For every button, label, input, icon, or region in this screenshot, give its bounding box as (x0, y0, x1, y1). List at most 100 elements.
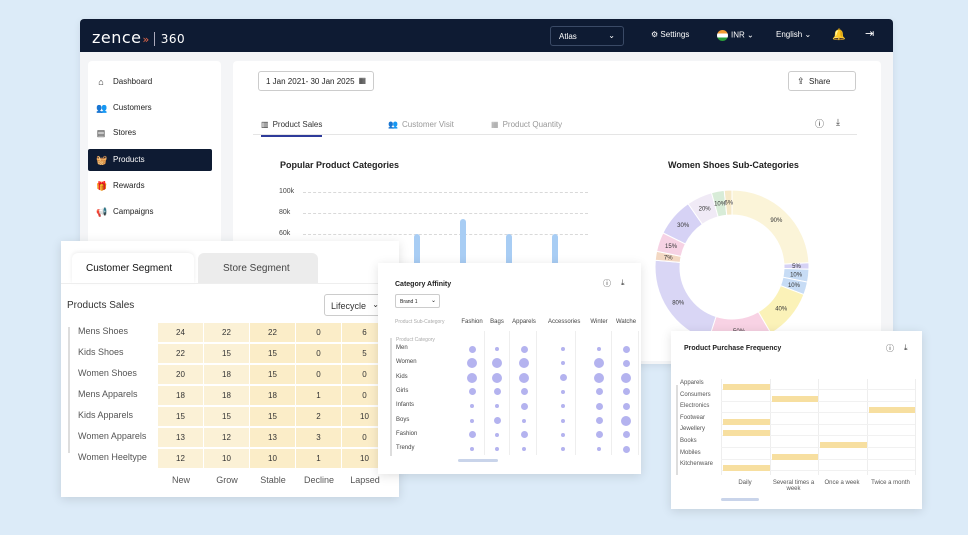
brand-select[interactable]: Brand 1 ⌄ (395, 294, 440, 308)
row-label: Women Apparels (78, 431, 147, 441)
download-icon[interactable]: ⤓ (904, 343, 908, 352)
vertical-scrollbar[interactable] (68, 327, 70, 453)
chevron-down-icon: ⌄ (747, 30, 754, 40)
heatmap-cell: 15 (250, 344, 296, 364)
heatmap-cell: 15 (204, 407, 250, 427)
grid-line (721, 400, 915, 402)
bar-chart-icon: ▥ (261, 120, 269, 129)
column-label: Stable (260, 475, 286, 485)
affinity-bubble (595, 388, 603, 396)
row-label: Apparels (680, 380, 704, 386)
tab-product-sales[interactable]: ▥ Product Sales (261, 120, 323, 137)
affinity-bubble (597, 347, 601, 351)
tab-customer-segment[interactable]: Customer Segment (72, 253, 194, 283)
sidebar-item-products[interactable]: 🧺 Products (88, 149, 212, 171)
row-label: Fashion (396, 430, 418, 437)
affinity-bubble (467, 372, 477, 383)
tab-customer-visit[interactable]: 👥 Customer Visit (388, 120, 454, 129)
affinity-bubble (559, 374, 567, 382)
grid-line (638, 331, 639, 455)
megaphone-icon: 📢 (96, 207, 108, 217)
lifecycle-select[interactable]: Lifecycle ⌄ (324, 294, 384, 316)
affinity-bubble (595, 402, 603, 410)
donut-chart-title: Women Shoes Sub-Categories (668, 160, 799, 170)
sidebar-item-stores[interactable]: ▤ Stores (88, 122, 212, 144)
affinity-bubble (468, 431, 476, 439)
affinity-bubble (467, 358, 477, 369)
logout-icon[interactable]: ⇥ (865, 28, 875, 40)
settings-link[interactable]: ⚙ Settings (651, 30, 689, 39)
row-label: Mens Apparels (78, 389, 138, 399)
share-button[interactable]: ⇪ Share (788, 71, 856, 91)
category-affinity-title: Category Affinity (395, 281, 452, 288)
donut-slice-label: 10% (714, 202, 727, 208)
account-select[interactable]: Atlas ⌄ (550, 26, 624, 46)
sidebar-item-campaigns[interactable]: 📢 Campaigns (88, 201, 212, 223)
affinity-bubble (561, 361, 565, 366)
sidebar-item-customers[interactable]: 👥 Customers (88, 97, 212, 119)
row-label: Girls (396, 387, 409, 394)
heatmap-cell: 3 (296, 428, 342, 448)
affinity-bubble (561, 447, 565, 452)
y-tick: 100k (279, 188, 295, 195)
frequency-bar (820, 442, 867, 448)
horizontal-scrollbar[interactable] (458, 459, 498, 462)
row-label: Jewellery (680, 426, 706, 433)
donut-slice-label: 6% (724, 201, 733, 207)
logo[interactable]: zence» 360 (92, 28, 186, 47)
grid-line (536, 331, 537, 455)
sidebar-item-dashboard[interactable]: ⌂ Dashboard (88, 71, 212, 93)
row-label: Women (396, 359, 417, 366)
affinity-bubble (495, 404, 499, 409)
vertical-scrollbar[interactable] (390, 338, 392, 456)
grid-line (303, 213, 588, 214)
date-range-value: 1 Jan 2021- 30 Jan 2025 (266, 77, 355, 86)
affinity-bubble (519, 372, 529, 383)
share-label: Share (809, 77, 831, 86)
customer-segment-panel: Customer Segment Store Segment Products … (61, 241, 399, 497)
column-label: Once a week (824, 480, 860, 486)
language-label: English (776, 30, 803, 39)
donut-slice-label: 10% (788, 283, 801, 289)
column-label: Decline (303, 475, 334, 485)
tab-product-quantity[interactable]: ▦ Product Quantity (491, 120, 562, 129)
currency-select[interactable]: INR ⌄ (717, 30, 754, 41)
sidebar-item-rewards[interactable]: 🎁 Rewards (88, 175, 212, 197)
column-label: New (171, 475, 190, 485)
download-icon[interactable]: ⤓ (836, 117, 840, 127)
affinity-bubble (520, 345, 528, 353)
heatmap-cell: 13 (158, 428, 204, 448)
sidebar-item-label: Rewards (113, 181, 145, 190)
tab-store-segment[interactable]: Store Segment (198, 253, 318, 283)
language-select[interactable]: English ⌄ (776, 30, 811, 39)
info-icon[interactable]: ⓘ (815, 119, 825, 129)
bar (460, 218, 466, 276)
column-label: Daily (738, 480, 752, 486)
date-range-picker[interactable]: 1 Jan 2021- 30 Jan 2025 ▦ (258, 71, 374, 91)
affinity-bubble (492, 358, 502, 369)
grid-line (818, 379, 819, 475)
row-label: Mobiles (680, 449, 701, 456)
info-icon[interactable]: ⓘ (603, 279, 611, 288)
grid-icon: ▦ (491, 120, 499, 129)
affinity-bubble (561, 432, 565, 437)
download-icon[interactable]: ⤓ (621, 278, 625, 287)
horizontal-scrollbar[interactable] (721, 498, 759, 501)
sidebar: ⌂ Dashboard 👥 Customers ▤ Stores 🧺 Products … (88, 61, 221, 251)
bell-icon[interactable]: 🔔 (832, 29, 846, 41)
vertical-scrollbar[interactable] (676, 385, 678, 475)
heatmap-cell: 24 (158, 323, 204, 343)
info-icon[interactable]: ⓘ (886, 344, 894, 353)
row-label: Kids Apparels (78, 410, 134, 420)
frequency-bar (723, 418, 770, 425)
affinity-bubble (595, 417, 603, 424)
affinity-bubble (470, 418, 474, 423)
donut-slice-label: 40% (775, 307, 788, 313)
tab-label: Customer Segment (86, 263, 173, 274)
heatmap-cell: 2 (296, 407, 342, 427)
grid-line (721, 389, 915, 390)
frequency-bar (723, 384, 770, 390)
row-label: Footwear (680, 414, 706, 421)
grid-line (303, 192, 588, 193)
grid-line (721, 447, 915, 448)
